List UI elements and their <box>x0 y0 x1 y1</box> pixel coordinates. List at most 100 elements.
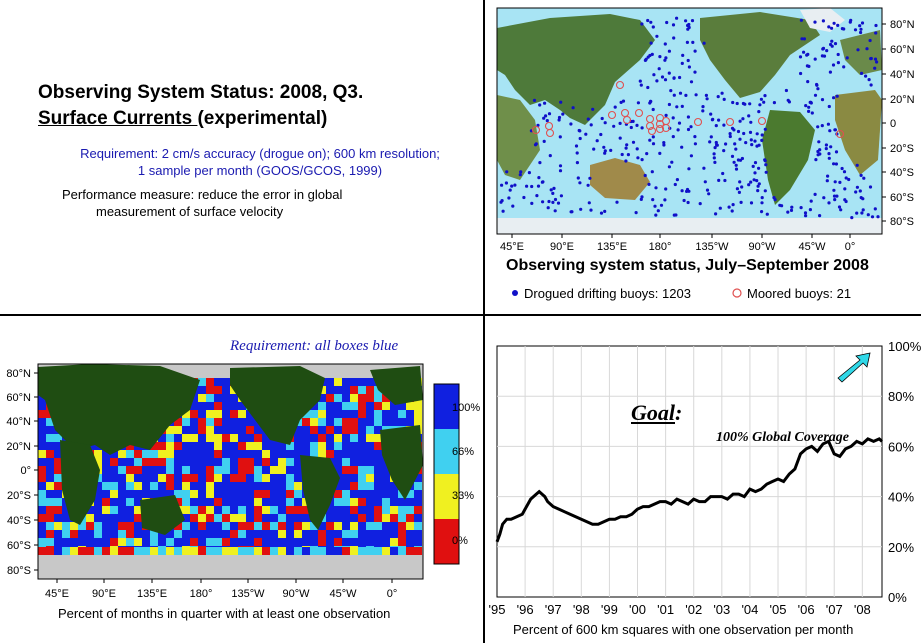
drifter-point <box>693 135 697 139</box>
heatmap-cell <box>390 506 398 514</box>
heatmap-cell <box>230 498 238 506</box>
drifter-point <box>835 194 839 198</box>
heatmap-cell <box>158 442 166 450</box>
heatmap-cell <box>302 547 310 555</box>
heatmap-cell <box>198 426 206 434</box>
drifter-point <box>701 109 705 113</box>
drifter-point <box>834 162 839 166</box>
drifter-point <box>813 192 817 196</box>
drifter-point <box>804 214 808 218</box>
heatmap-cell <box>326 386 334 394</box>
heatmap-cell <box>206 458 214 466</box>
heatmap-cell <box>190 522 198 530</box>
drifter-point <box>701 105 705 109</box>
heatmap-cell <box>46 434 54 442</box>
heatmap-cell <box>206 466 214 474</box>
heatmap-cell <box>214 490 222 498</box>
heatmap-cell <box>358 458 366 466</box>
heatmap-cell <box>270 482 278 490</box>
heatmap-cell <box>262 434 270 442</box>
drifter-point <box>860 211 864 215</box>
heatmap-cell <box>198 538 206 546</box>
drifter-point <box>865 47 869 51</box>
heatmap-cell <box>190 514 198 522</box>
heatmap-cell <box>358 378 366 386</box>
heatmap-cell <box>70 522 78 530</box>
heatmap-cell <box>38 402 46 410</box>
heatmap-cell <box>350 442 358 450</box>
heatmap-cell <box>350 490 358 498</box>
heatmap-cell <box>182 514 190 522</box>
heatmap-cell <box>150 482 158 490</box>
drifter-point <box>624 146 628 150</box>
drifter-point <box>612 124 616 128</box>
heatmap-cell <box>46 547 54 555</box>
drifter-point <box>821 47 825 51</box>
heatmap-cell <box>278 514 286 522</box>
colorbar-label: 0% <box>452 535 468 547</box>
heatmap-cell <box>214 450 222 458</box>
drifter-point <box>760 133 764 137</box>
y-tick-label: 60% <box>888 439 914 454</box>
heatmap-cell <box>246 490 254 498</box>
horizontal-divider <box>0 314 921 316</box>
heatmap-cell <box>310 522 318 530</box>
drifter-point <box>799 71 803 76</box>
drifter-point <box>736 129 741 134</box>
drifter-point <box>624 159 628 163</box>
heatmap-cell <box>142 450 150 458</box>
heatmap-cell <box>278 450 286 458</box>
heatmap-cell <box>222 530 230 538</box>
drifter-point <box>835 94 839 98</box>
heatmap-cell <box>294 442 302 450</box>
heatmap-cell <box>190 506 198 514</box>
heatmap-cell <box>390 402 398 410</box>
heatmap-cell <box>238 547 246 555</box>
heatmap-cell <box>230 538 238 546</box>
heatmap-cell <box>158 474 166 482</box>
heatmap-cell <box>78 530 86 538</box>
heatmap-cell <box>398 418 406 426</box>
drifter-point <box>744 141 748 145</box>
heatmap-cell <box>326 530 334 538</box>
heatmap-cell <box>374 498 382 506</box>
drifter-point <box>822 196 826 200</box>
drifter-point <box>618 121 622 125</box>
drifter-point <box>829 145 833 149</box>
drifter-point <box>662 143 666 147</box>
heatmap-cell <box>182 442 190 450</box>
heatmap-cell <box>406 490 414 498</box>
heatmap-cell <box>222 434 230 442</box>
heatmap-cell <box>302 530 310 538</box>
heatmap-cell <box>382 418 390 426</box>
drifter-point <box>530 184 534 189</box>
heatmap-cell <box>366 410 374 418</box>
y-tick-label: 20°S <box>890 143 914 155</box>
heatmap-cell <box>246 458 254 466</box>
heatmap-cell <box>374 450 382 458</box>
heatmap-cell <box>262 530 270 538</box>
heatmap-cell <box>38 394 46 402</box>
heatmap-cell <box>406 538 414 546</box>
x-tick-label: '03 <box>713 602 730 617</box>
africa-landmass <box>60 440 100 525</box>
heatmap-cell <box>206 538 214 546</box>
heatmap-cell <box>38 522 46 530</box>
heatmap-cell <box>342 434 350 442</box>
heatmap-cell <box>182 506 190 514</box>
drifter-point <box>682 198 686 203</box>
heatmap-cell <box>278 442 286 450</box>
heatmap-cell <box>206 434 214 442</box>
heatmap-cell <box>382 394 390 402</box>
heatmap-cell <box>374 394 382 402</box>
heatmap-cell <box>110 474 118 482</box>
drifter-point <box>714 124 718 128</box>
heatmap-cell <box>262 458 270 466</box>
drifter-point <box>584 132 588 136</box>
drifter-point <box>634 211 638 215</box>
north-america-landmass <box>230 366 325 445</box>
heatmap-cell <box>382 547 390 555</box>
drifter-point <box>589 123 593 127</box>
heatmap-cell <box>102 466 110 474</box>
heatmap-cell <box>286 450 294 458</box>
